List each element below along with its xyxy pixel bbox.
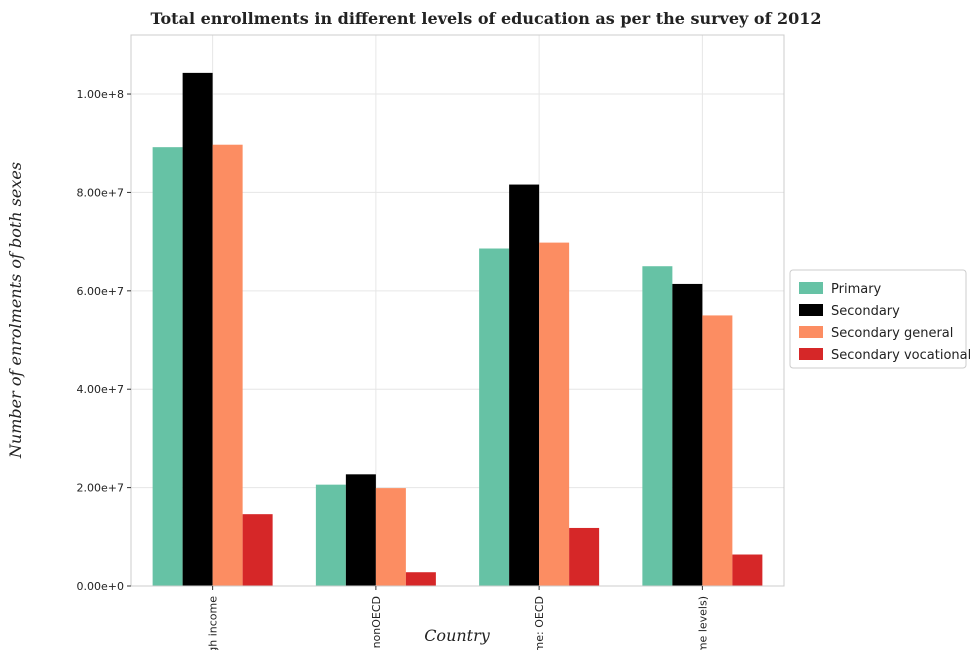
bar-secondary-2 [509, 184, 540, 587]
legend-swatch [799, 326, 823, 338]
bar-secondary-vocational-2 [569, 527, 600, 586]
legend-label: Secondary [831, 304, 900, 319]
legend: Primary Secondary Secondary general Seconda… [789, 269, 971, 369]
bar-secondary-3 [672, 283, 703, 586]
bar-secondary-vocational-3 [732, 554, 763, 586]
y-tick-label: 4.00e+7 [77, 383, 124, 396]
y-axis-ticks: 0.00e+0 2.00e+7 4.00e+7 6.00e+7 8.00e+7 1.00e… [77, 88, 131, 593]
legend-swatch [799, 282, 823, 294]
x-tick-label: High income [207, 596, 220, 650]
y-axis-label: Number of enrolments of both sexes [6, 162, 25, 459]
legend-swatch [799, 348, 823, 360]
bar-primary-0 [152, 147, 183, 587]
y-tick-label: 1.00e+8 [77, 88, 124, 101]
y-tick-label: 2.00e+7 [77, 482, 124, 495]
legend-box [789, 269, 967, 369]
x-axis-label: Country [424, 626, 491, 645]
bar-secondary-vocational-0 [242, 514, 273, 586]
bar-primary-3 [642, 266, 673, 586]
legend-label: Primary [831, 282, 882, 297]
x-tick-label: High income: nonOECD [370, 596, 383, 650]
y-tick-label: 8.00e+7 [77, 186, 124, 199]
bar-primary-2 [479, 248, 510, 586]
chart-title: Total enrollments in different levels of… [150, 9, 821, 28]
legend-label: Secondary vocational [831, 348, 971, 363]
plot-frame [130, 34, 785, 587]
bars [152, 72, 763, 587]
bar-secondary-1 [345, 474, 376, 586]
bar-secondary-general-0 [212, 144, 243, 586]
y-tick-label: 0.00e+0 [77, 580, 124, 593]
x-axis-ticks: High income High income: nonOECD High inco… [207, 586, 709, 650]
x-tick-label: High income: OECD [533, 596, 546, 650]
x-tick-label: Latin America(all income levels) [696, 596, 709, 650]
legend-swatch [799, 304, 823, 316]
bar-primary-1 [315, 484, 346, 586]
bar-secondary-general-3 [702, 315, 733, 586]
y-tick-label: 6.00e+7 [77, 285, 124, 298]
bar-secondary-0 [182, 72, 213, 587]
legend-label: Secondary general [831, 326, 953, 341]
bar-secondary-general-1 [375, 488, 406, 586]
bar-secondary-vocational-1 [405, 572, 436, 586]
bar-secondary-general-2 [539, 242, 570, 586]
